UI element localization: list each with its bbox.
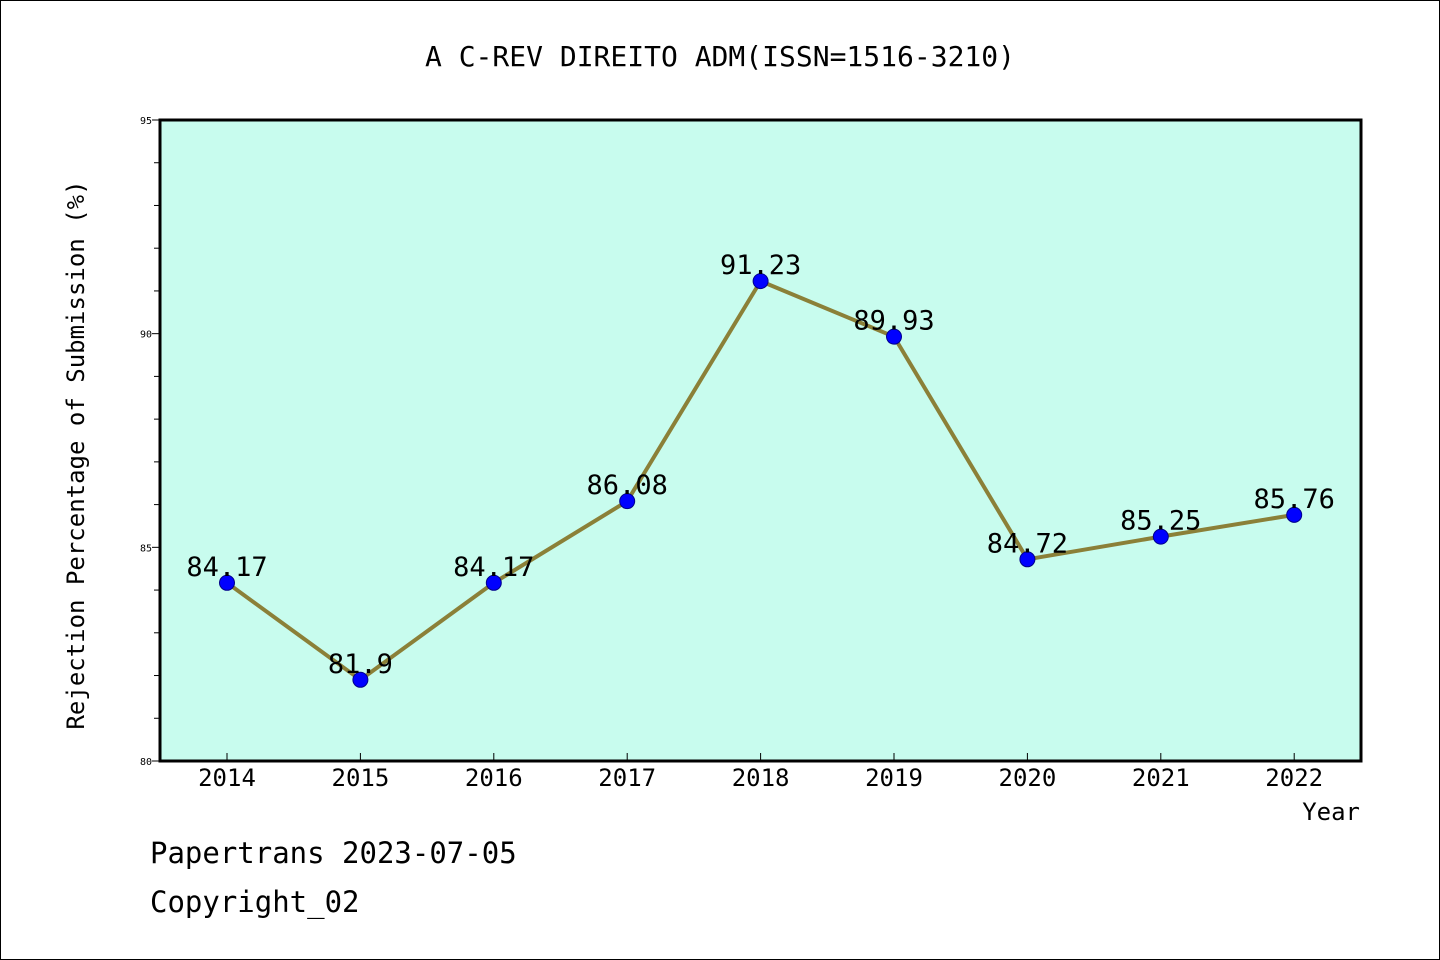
data-point [1019, 551, 1036, 568]
data-label: 84.17 [186, 552, 267, 583]
footer-copyright: Copyright_02 [150, 885, 360, 919]
data-label: 84.72 [987, 528, 1068, 559]
y-tick-label: 90 [140, 330, 152, 341]
data-point [485, 574, 502, 591]
data-point [219, 574, 235, 591]
x-tick-label: 2018 [732, 764, 790, 792]
data-label: 89.93 [853, 306, 934, 337]
data-label: 85.76 [1254, 484, 1335, 515]
y-axis-label: Rejection Percentage of Submission (%) [62, 180, 90, 729]
data-point [619, 493, 636, 510]
x-tick-label: 2015 [332, 764, 390, 792]
chart-title: A C-REV DIREITO ADM(ISSN=1516-3210) [425, 40, 1015, 73]
data-label: 91.23 [720, 250, 801, 281]
x-tick-label: 2019 [865, 764, 923, 792]
data-label: 81.9 [328, 649, 393, 680]
plot-area [160, 120, 1361, 761]
y-tick-label: 85 [140, 543, 152, 554]
data-point [1286, 506, 1303, 523]
data-point [352, 671, 369, 688]
y-tick-label: 80 [140, 757, 152, 768]
x-tick-label: 2021 [1132, 764, 1190, 792]
data-point [886, 328, 902, 345]
x-tick-label: 2014 [198, 764, 256, 792]
x-tick-label: 2017 [598, 764, 656, 792]
plot-border [158, 118, 1363, 763]
y-tick-label: 95 [140, 116, 152, 127]
data-points [219, 273, 1303, 688]
x-tick-label: 2022 [1265, 764, 1323, 792]
footer-date: Papertrans 2023-07-05 [150, 836, 517, 870]
axis-ticks: 80 85 90 95 2014 2015 2016 2017 2018 2019 2020 2021… [140, 116, 1323, 792]
x-tick-label: 2016 [465, 764, 523, 792]
x-tick-label: 2020 [999, 764, 1057, 792]
data-point [1152, 528, 1169, 545]
data-label: 86.08 [587, 470, 668, 501]
x-axis-label: Year [1302, 798, 1360, 826]
data-point [752, 273, 769, 290]
data-label: 85.25 [1120, 506, 1201, 537]
data-label: 84.17 [453, 552, 534, 583]
data-labels: 84.17 81.9 84.17 86.08 91.23 89.93 84.72 85.25 8… [186, 250, 1334, 680]
